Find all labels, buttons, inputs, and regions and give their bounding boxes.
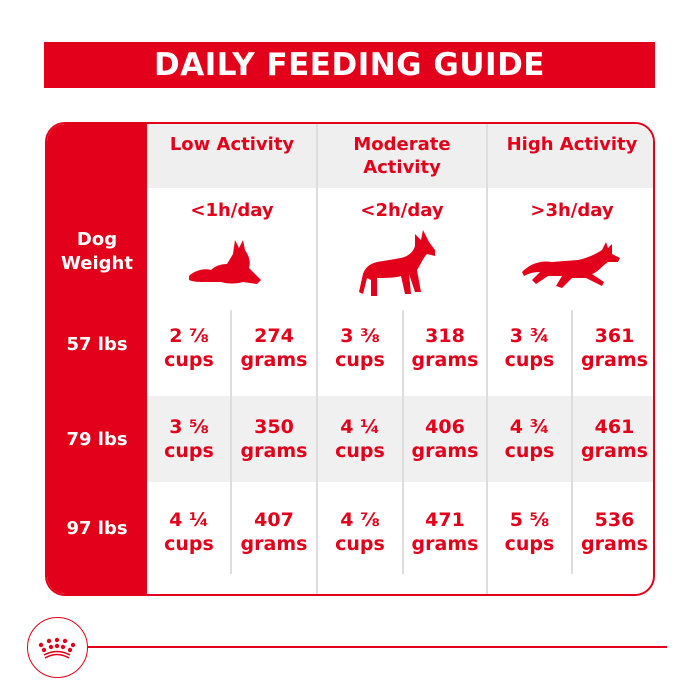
running-dog-icon [522, 242, 620, 288]
grams-cell: 461 grams [581, 416, 648, 462]
grams-cell: 471 grams [411, 509, 479, 555]
weight-79: 79 lbs [66, 429, 128, 450]
cups-cell: 4 ¼ cups [164, 509, 214, 555]
page-title: DAILY FEEDING GUIDE [44, 42, 655, 88]
grams-cell: 361 grams [581, 325, 648, 371]
feeding-table: Dog Weight 57 lbs 79 lbs 97 lbs Low Acti… [45, 122, 655, 596]
cups-cell: 3 ¾ cups [504, 325, 555, 371]
duration-low: <1h/day [190, 200, 274, 221]
weight-97: 97 lbs [66, 518, 128, 539]
weight-57: 57 lbs [66, 334, 128, 355]
dog-weight-header: Dog Weight [61, 229, 133, 274]
grams-cell: 536 grams [581, 509, 648, 555]
cell-divider [230, 310, 232, 574]
grams-cell: 318 grams [411, 325, 479, 371]
header-moderate: Moderate Activity [317, 124, 487, 188]
column-divider [486, 124, 488, 594]
grams-cell: 274 grams [240, 325, 308, 371]
standing-dog-icon [359, 230, 435, 296]
cups-cell: 3 ⅜ cups [335, 325, 385, 371]
cups-cell: 5 ⅝ cups [504, 509, 555, 555]
cups-cell: 4 ⅞ cups [335, 509, 385, 555]
grams-cell: 407 grams [240, 509, 308, 555]
header-low: Low Activity [147, 124, 317, 188]
grams-cell: 406 grams [411, 416, 479, 462]
duration-moderate: <2h/day [360, 200, 444, 221]
cups-cell: 3 ⅝ cups [164, 416, 214, 462]
footer-divider [88, 646, 667, 648]
lying-dog-icon [189, 240, 261, 284]
grams-cell: 350 grams [240, 416, 308, 462]
cups-cell: 4 ¾ cups [504, 416, 555, 462]
cups-cell: 4 ¼ cups [335, 416, 385, 462]
weight-column [47, 124, 147, 594]
cell-divider [571, 310, 573, 574]
cell-divider [402, 310, 404, 574]
header-high: High Activity [487, 124, 653, 188]
duration-high: >3h/day [530, 200, 614, 221]
royal-canin-crown-icon [27, 617, 88, 678]
column-divider [316, 124, 318, 594]
cups-cell: 2 ⅞ cups [164, 325, 214, 371]
